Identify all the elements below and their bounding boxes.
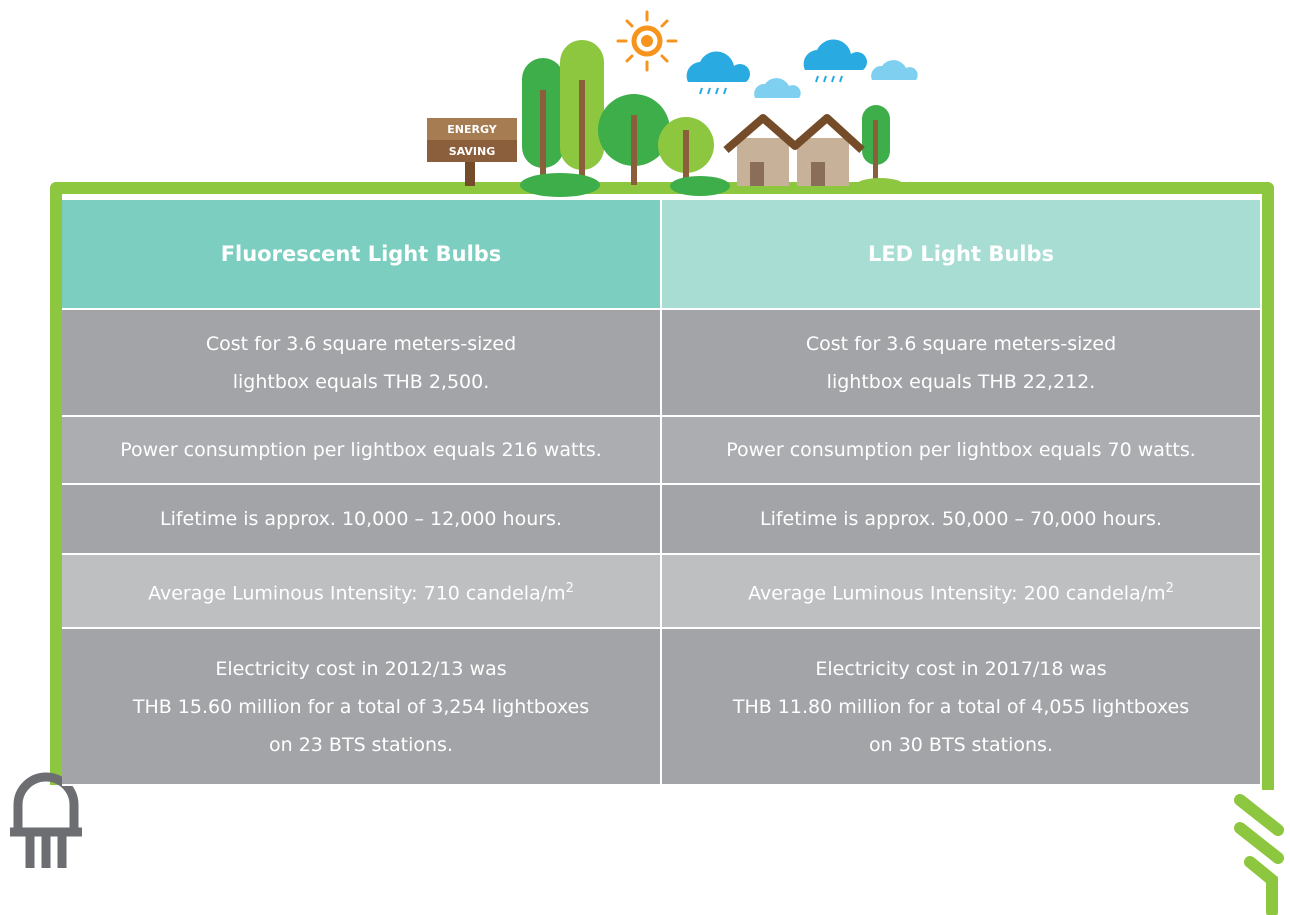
cell-text: THB 11.80 million for a total of 4,055 l…: [732, 695, 1190, 718]
cell-line: on 30 BTS stations.: [869, 726, 1053, 764]
table-cell: Cost for 3.6 square meters-sized lightbox…: [62, 310, 660, 415]
table-cell: Average Luminous Intensity: 200 candela/…: [660, 555, 1260, 627]
cell-line: Power consumption per lightbox equals 70…: [726, 431, 1196, 469]
table-cell: Power consumption per lightbox equals 21…: [62, 417, 660, 483]
cell-text: Lifetime is approx. 50,000 – 70,000 hour…: [760, 508, 1162, 530]
superscript: 2: [1165, 580, 1174, 596]
table-cell: Lifetime is approx. 10,000 – 12,000 hour…: [62, 485, 660, 553]
table-row: Power consumption per lightbox equals 21…: [62, 417, 1260, 485]
cell-text: on 30 BTS stations.: [869, 733, 1053, 756]
table-cell: Lifetime is approx. 50,000 – 70,000 hour…: [660, 485, 1260, 553]
table-cell: Electricity cost in 2017/18 was THB 11.80…: [660, 629, 1260, 784]
cell-text: Lifetime is approx. 10,000 – 12,000 hour…: [160, 508, 562, 530]
cell-line: Lifetime is approx. 50,000 – 70,000 hour…: [760, 500, 1162, 538]
table-row: Cost for 3.6 square meters-sized lightbox…: [62, 310, 1260, 417]
cell-line: lightbox equals THB 2,500.: [233, 363, 490, 401]
cell-line: Cost for 3.6 square meters-sized: [806, 325, 1116, 363]
superscript: 2: [565, 580, 574, 596]
houses: [723, 114, 865, 186]
cell-text: Electricity cost in 2017/18 was: [815, 657, 1107, 680]
cell-line: THB 11.80 million for a total of 4,055 l…: [733, 688, 1189, 726]
comparison-table: Fluorescent Light Bulbs LED Light Bulbs …: [62, 200, 1260, 786]
sun-icon: [616, 10, 678, 72]
table-cell: Average Luminous Intensity: 710 candela/…: [62, 555, 660, 627]
sign-board: ENERGY SAVING: [427, 118, 517, 186]
table-row: Electricity cost in 2012/13 was THB 15.60…: [62, 629, 1260, 786]
table-row: Average Luminous Intensity: 710 candela/…: [62, 555, 1260, 629]
cell-text: THB 15.60 million for a total of 3,254 l…: [132, 695, 590, 718]
table-cell: Electricity cost in 2012/13 was THB 15.60…: [62, 629, 660, 784]
sign-text: SAVING: [449, 145, 496, 158]
frame: [50, 182, 1274, 790]
plug-icon: [10, 772, 82, 868]
cell-line: Power consumption per lightbox equals 21…: [120, 431, 602, 469]
cell-text: Electricity cost in 2012/13 was: [215, 657, 507, 680]
cell-line: Average Luminous Intensity: 200 candela/…: [748, 570, 1174, 612]
cell-text: lightbox equals THB 2,500.: [232, 370, 490, 393]
cable: [1234, 794, 1284, 915]
cell-line: lightbox equals THB 22,212.: [827, 363, 1096, 401]
cell-text: lightbox equals THB 22,212.: [826, 370, 1096, 393]
cell-line: on 23 BTS stations.: [269, 726, 453, 764]
cell-line: THB 15.60 million for a total of 3,254 l…: [133, 688, 589, 726]
trees: [520, 40, 905, 197]
header-cell: LED Light Bulbs: [660, 200, 1260, 308]
header-cell: Fluorescent Light Bulbs: [62, 200, 660, 308]
cell-line: Cost for 3.6 square meters-sized: [206, 325, 516, 363]
cell-line: Average Luminous Intensity: 710 candela/…: [148, 570, 574, 612]
cell-text: Cost for 3.6 square meters-sized: [205, 332, 517, 355]
cell-text: Power consumption per lightbox equals 70…: [726, 439, 1196, 461]
table-row: Lifetime is approx. 10,000 – 12,000 hour…: [62, 485, 1260, 555]
cell-text: Average Luminous Intensity: 710 candela/…: [148, 582, 566, 605]
table-cell: Cost for 3.6 square meters-sized lightbox…: [660, 310, 1260, 415]
cell-text: Average Luminous Intensity: 200 candela/…: [748, 582, 1166, 605]
cell-text: on 23 BTS stations.: [269, 733, 453, 756]
cell-line: Electricity cost in 2012/13 was: [215, 650, 506, 688]
cell-text: Cost for 3.6 square meters-sized: [805, 332, 1117, 355]
cell-text: Power consumption per lightbox equals 21…: [120, 439, 602, 461]
header-row: Fluorescent Light Bulbs LED Light Bulbs: [62, 200, 1260, 310]
clouds: [686, 39, 918, 98]
sign-text: ENERGY: [447, 123, 497, 136]
table-cell: Power consumption per lightbox equals 70…: [660, 417, 1260, 483]
cell-line: Lifetime is approx. 10,000 – 12,000 hour…: [160, 500, 562, 538]
cell-line: Electricity cost in 2017/18 was: [815, 650, 1106, 688]
